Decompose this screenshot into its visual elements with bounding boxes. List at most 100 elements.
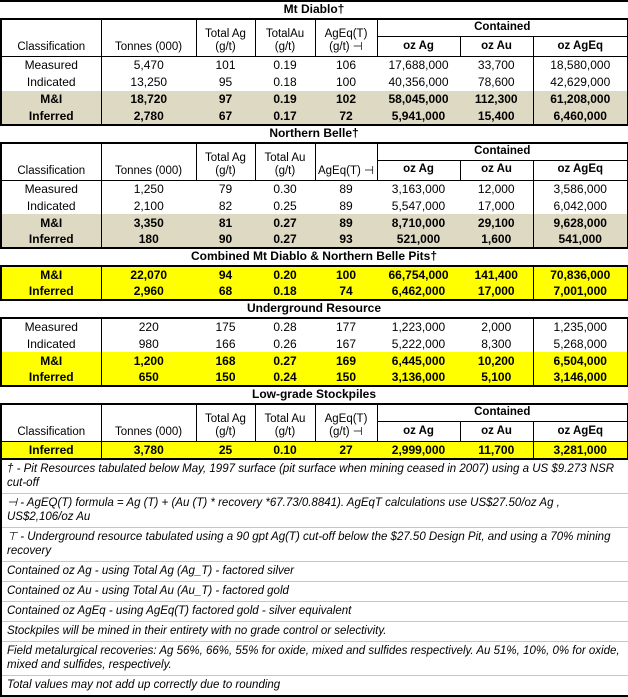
value-cell: 1,235,000 bbox=[532, 318, 628, 335]
value-cell: 10,200 bbox=[460, 352, 533, 369]
value-cell: 3,780 bbox=[101, 441, 196, 459]
value-cell: 3,163,000 bbox=[377, 180, 460, 197]
value-cell: 0.27 bbox=[255, 231, 315, 248]
classification-cell: M&I bbox=[1, 90, 102, 108]
value-cell: 541,000 bbox=[532, 231, 628, 248]
value-cell: 0.26 bbox=[255, 335, 315, 352]
footnote-pit-resources: † - Pit Resources tabulated below May, 1… bbox=[2, 460, 628, 494]
table-row: Inferred 2,780 67 0.17 72 5,941,000 15,400 6,46… bbox=[1, 107, 628, 125]
value-cell: 9,628,000 bbox=[532, 214, 628, 231]
value-cell: 5,547,000 bbox=[377, 197, 460, 214]
col-header-classification: Classification bbox=[0, 142, 102, 181]
col-header-ageq: AgEq(T) ⊣ bbox=[314, 142, 378, 181]
col-header-tonnes: Tonnes (000) bbox=[100, 142, 197, 181]
value-cell: 3,136,000 bbox=[377, 369, 460, 386]
value-cell: 70,836,000 bbox=[532, 266, 628, 283]
col-header-total-ag: Total Ag (g/t) bbox=[195, 142, 256, 181]
value-cell: 82 bbox=[196, 197, 255, 214]
value-cell: 42,629,000 bbox=[532, 73, 628, 91]
col-header-total-au: Total Au (g/t) bbox=[254, 403, 316, 442]
classification-cell: Inferred bbox=[1, 231, 102, 248]
value-cell: 18,720 bbox=[101, 90, 196, 108]
table-title-northern-belle: Northern Belle† bbox=[269, 125, 359, 140]
value-cell: 0.18 bbox=[255, 73, 315, 91]
classification-cell: Inferred bbox=[1, 441, 102, 459]
resource-table-northern-belle: Classification Tonnes (000) Total Ag (g/… bbox=[0, 141, 628, 249]
col-header-oz-ageq: oz AgEq bbox=[532, 36, 628, 57]
value-cell: 0.25 bbox=[255, 197, 315, 214]
value-cell: 100 bbox=[315, 266, 377, 283]
value-cell: 0.24 bbox=[255, 369, 315, 386]
table-title-stockpiles: Low-grade Stockpiles bbox=[251, 387, 377, 401]
table-row: Indicated 2,100 82 0.25 89 5,547,000 17,000 6,0… bbox=[1, 197, 628, 214]
col-header-oz-ageq: oz AgEq bbox=[532, 421, 628, 442]
value-cell: 17,000 bbox=[460, 197, 533, 214]
value-cell: 58,045,000 bbox=[377, 90, 460, 108]
value-cell: 78,600 bbox=[460, 73, 533, 91]
value-cell: 90 bbox=[196, 231, 255, 248]
value-cell: 40,356,000 bbox=[377, 73, 460, 91]
value-cell: 5,268,000 bbox=[532, 335, 628, 352]
value-cell: 5,100 bbox=[460, 369, 533, 386]
value-cell: 61,208,000 bbox=[532, 90, 628, 108]
value-cell: 0.30 bbox=[255, 180, 315, 197]
value-cell: 13,250 bbox=[101, 73, 196, 91]
table-row: M&I 1,200 168 0.27 169 6,445,000 10,200 6,504,0… bbox=[1, 352, 628, 369]
col-header-oz-au: oz Au bbox=[459, 159, 534, 181]
value-cell: 220 bbox=[101, 318, 196, 335]
classification-cell: Indicated bbox=[1, 335, 102, 352]
value-cell: 521,000 bbox=[377, 231, 460, 248]
value-cell: 167 bbox=[315, 335, 377, 352]
table-row: Measured 220 175 0.28 177 1,223,000 2,000 1,235… bbox=[1, 318, 628, 335]
value-cell: 102 bbox=[315, 90, 377, 108]
value-cell: 29,100 bbox=[460, 214, 533, 231]
value-cell: 3,350 bbox=[101, 214, 196, 231]
value-cell: 112,300 bbox=[460, 90, 533, 108]
value-cell: 33,700 bbox=[460, 56, 533, 74]
footnote-rounding: Total values may not add up correctly du… bbox=[7, 679, 281, 691]
table-title-combined-pits: Combined Mt Diablo & Northern Belle Pits… bbox=[190, 249, 438, 263]
value-cell: 3,281,000 bbox=[532, 441, 628, 459]
value-cell: 7,001,000 bbox=[532, 283, 628, 300]
footnote-metallurgical-recoveries: Field metalurgical recoveries: Ag 56%, 6… bbox=[2, 642, 628, 676]
classification-cell: Inferred bbox=[1, 107, 102, 125]
footnote-underground-cutoff: ⊤ - Underground resource tabulated using… bbox=[2, 528, 628, 562]
value-cell: 0.10 bbox=[255, 441, 315, 459]
value-cell: 68 bbox=[196, 283, 255, 300]
classification-cell: M&I bbox=[1, 214, 102, 231]
col-header-total-ag: Total Ag (g/t) bbox=[195, 18, 256, 57]
value-cell: 6,504,000 bbox=[532, 352, 628, 369]
value-cell: 1,250 bbox=[101, 180, 196, 197]
value-cell: 66,754,000 bbox=[377, 266, 460, 283]
col-header-total-ag: Total Ag (g/t) bbox=[195, 403, 256, 442]
value-cell: 8,300 bbox=[460, 335, 533, 352]
value-cell: 0.19 bbox=[255, 56, 315, 74]
value-cell: 3,586,000 bbox=[532, 180, 628, 197]
value-cell: 25 bbox=[196, 441, 255, 459]
value-cell: 6,462,000 bbox=[377, 283, 460, 300]
value-cell: 67 bbox=[196, 107, 255, 125]
value-cell: 980 bbox=[101, 335, 196, 352]
value-cell: 2,100 bbox=[101, 197, 196, 214]
value-cell: 180 bbox=[101, 231, 196, 248]
table-row: Inferred 650 150 0.24 150 3,136,000 5,100 3,146… bbox=[1, 369, 628, 386]
value-cell: 11,700 bbox=[460, 441, 533, 459]
col-header-contained: Contained bbox=[376, 142, 628, 161]
footnotes-block: † - Pit Resources tabulated below May, 1… bbox=[0, 460, 628, 697]
value-cell: 89 bbox=[315, 197, 377, 214]
value-cell: 1,600 bbox=[460, 231, 533, 248]
value-cell: 6,042,000 bbox=[532, 197, 628, 214]
col-header-total-au: TotalAu (g/t) bbox=[254, 18, 316, 57]
value-cell: 6,445,000 bbox=[377, 352, 460, 369]
value-cell: 8,710,000 bbox=[377, 214, 460, 231]
table-row: Inferred 180 90 0.27 93 521,000 1,600 541,000 bbox=[1, 231, 628, 248]
resource-table-underground: Measured 220 175 0.28 177 1,223,000 2,000 1,235… bbox=[0, 317, 628, 387]
value-cell: 0.17 bbox=[255, 107, 315, 125]
value-cell: 89 bbox=[315, 214, 377, 231]
col-header-oz-au: oz Au bbox=[459, 421, 534, 442]
value-cell: 95 bbox=[196, 73, 255, 91]
value-cell: 89 bbox=[315, 180, 377, 197]
table-row: Inferred 3,780 25 0.10 27 2,999,000 11,700 3,28… bbox=[1, 441, 628, 459]
resource-table-mt-diablo: Classification Tonnes (000) Total Ag (g/… bbox=[0, 18, 628, 126]
